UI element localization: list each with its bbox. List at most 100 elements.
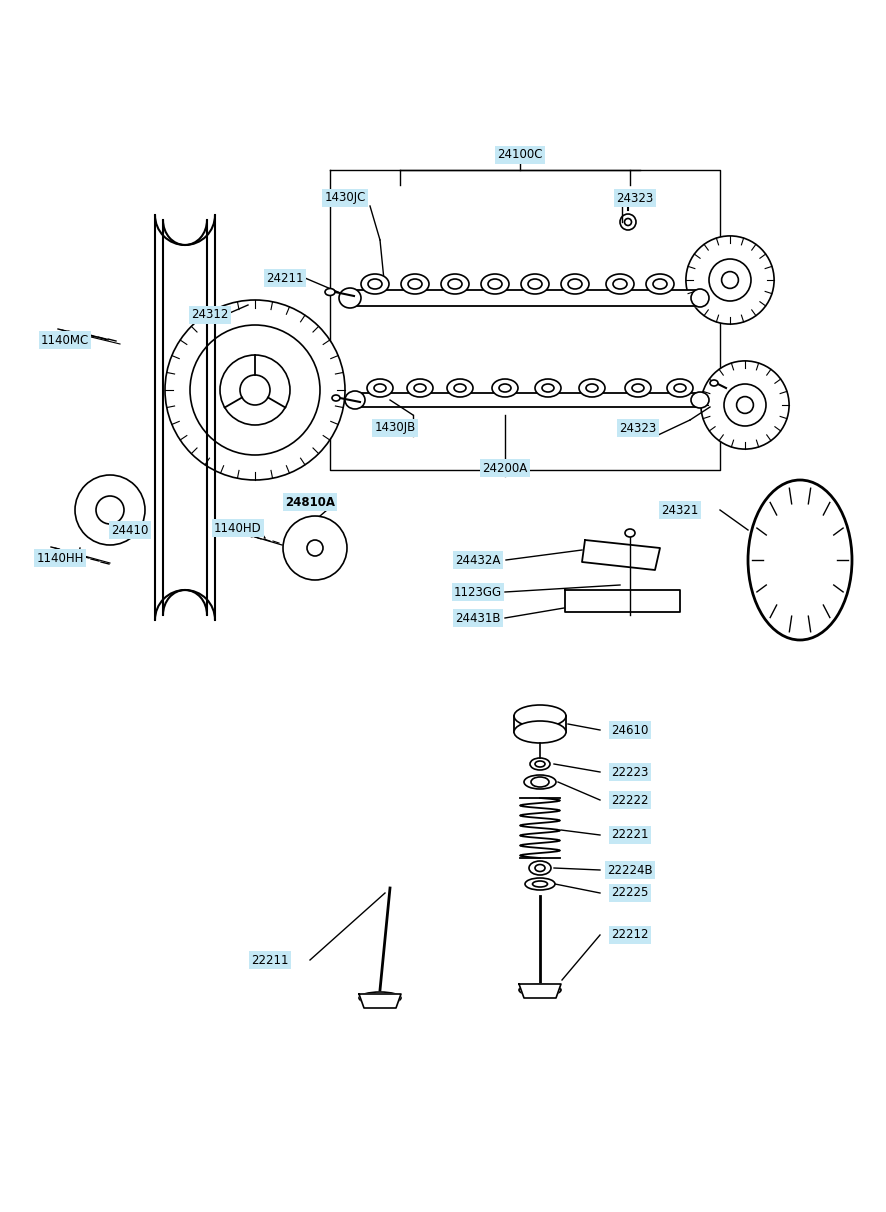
Text: 1140HH: 1140HH: [36, 551, 83, 565]
Ellipse shape: [359, 991, 400, 1004]
Ellipse shape: [454, 384, 465, 391]
Ellipse shape: [220, 355, 290, 425]
Text: 24312: 24312: [191, 309, 229, 321]
Text: 24431B: 24431B: [455, 612, 501, 624]
Ellipse shape: [520, 274, 548, 295]
Ellipse shape: [735, 396, 752, 413]
Ellipse shape: [492, 379, 517, 398]
Ellipse shape: [645, 274, 673, 295]
Polygon shape: [581, 541, 659, 570]
Text: 24323: 24323: [616, 191, 653, 205]
Polygon shape: [354, 393, 699, 407]
Ellipse shape: [527, 279, 541, 288]
Text: 24323: 24323: [618, 422, 656, 434]
Ellipse shape: [700, 361, 789, 450]
Polygon shape: [518, 984, 560, 997]
Text: 1430JC: 1430JC: [324, 191, 365, 205]
Text: 22222: 22222: [610, 794, 648, 806]
Ellipse shape: [624, 218, 631, 225]
Ellipse shape: [361, 274, 389, 295]
Ellipse shape: [525, 877, 555, 890]
Ellipse shape: [165, 301, 345, 480]
Ellipse shape: [534, 864, 544, 871]
Ellipse shape: [708, 259, 750, 301]
Ellipse shape: [324, 288, 335, 296]
Text: 24321: 24321: [661, 503, 698, 516]
Text: 24410: 24410: [111, 524, 149, 537]
Ellipse shape: [690, 288, 708, 307]
Ellipse shape: [567, 279, 581, 288]
Ellipse shape: [528, 861, 550, 875]
Ellipse shape: [605, 274, 633, 295]
Text: 1140MC: 1140MC: [41, 333, 89, 347]
Ellipse shape: [414, 384, 425, 391]
Ellipse shape: [721, 271, 737, 288]
Text: 22212: 22212: [610, 928, 648, 942]
Ellipse shape: [534, 379, 560, 398]
Text: 24100C: 24100C: [497, 149, 542, 161]
Ellipse shape: [541, 384, 554, 391]
Ellipse shape: [619, 215, 635, 230]
Polygon shape: [359, 994, 400, 1008]
Ellipse shape: [190, 325, 320, 454]
Ellipse shape: [374, 384, 385, 391]
Ellipse shape: [487, 279, 501, 288]
Ellipse shape: [513, 721, 565, 743]
Ellipse shape: [75, 475, 144, 545]
Ellipse shape: [625, 379, 650, 398]
Ellipse shape: [407, 379, 432, 398]
Ellipse shape: [524, 774, 556, 789]
Ellipse shape: [518, 984, 560, 996]
Ellipse shape: [531, 777, 548, 787]
Ellipse shape: [400, 274, 429, 295]
Ellipse shape: [532, 881, 547, 887]
Ellipse shape: [408, 279, 422, 288]
Text: 24610: 24610: [610, 724, 648, 737]
Ellipse shape: [367, 379, 392, 398]
Ellipse shape: [240, 375, 269, 405]
Text: 1430JB: 1430JB: [374, 422, 416, 434]
Polygon shape: [350, 290, 699, 305]
Ellipse shape: [673, 384, 685, 391]
Ellipse shape: [586, 384, 597, 391]
Ellipse shape: [690, 391, 708, 408]
Ellipse shape: [345, 391, 364, 408]
Ellipse shape: [96, 496, 124, 524]
Ellipse shape: [447, 279, 462, 288]
Text: 22221: 22221: [610, 829, 648, 841]
Ellipse shape: [331, 395, 339, 401]
Ellipse shape: [666, 379, 692, 398]
Ellipse shape: [307, 541, 323, 556]
Text: 24810A: 24810A: [284, 496, 335, 509]
Text: 24211: 24211: [266, 271, 303, 285]
Ellipse shape: [368, 279, 382, 288]
Text: 22224B: 22224B: [607, 863, 652, 876]
Polygon shape: [564, 590, 680, 612]
Ellipse shape: [499, 384, 510, 391]
Text: 22223: 22223: [610, 766, 648, 778]
Text: 24200A: 24200A: [482, 462, 527, 475]
Text: 1123GG: 1123GG: [454, 585, 501, 599]
Ellipse shape: [652, 279, 666, 288]
Ellipse shape: [480, 274, 509, 295]
Ellipse shape: [560, 274, 588, 295]
Ellipse shape: [283, 516, 346, 581]
Text: 1140HD: 1140HD: [214, 521, 261, 534]
Ellipse shape: [447, 379, 472, 398]
Ellipse shape: [723, 384, 766, 425]
Ellipse shape: [338, 288, 361, 308]
Text: 24432A: 24432A: [455, 554, 500, 566]
Ellipse shape: [625, 528, 634, 537]
Text: 22211: 22211: [251, 954, 289, 966]
Ellipse shape: [612, 279, 626, 288]
Ellipse shape: [579, 379, 604, 398]
Ellipse shape: [685, 236, 773, 324]
Ellipse shape: [632, 384, 643, 391]
Ellipse shape: [534, 761, 544, 767]
Ellipse shape: [513, 705, 565, 727]
Text: 22225: 22225: [610, 886, 648, 899]
Ellipse shape: [747, 480, 851, 640]
Ellipse shape: [709, 381, 717, 385]
Ellipse shape: [440, 274, 469, 295]
Ellipse shape: [530, 758, 549, 770]
